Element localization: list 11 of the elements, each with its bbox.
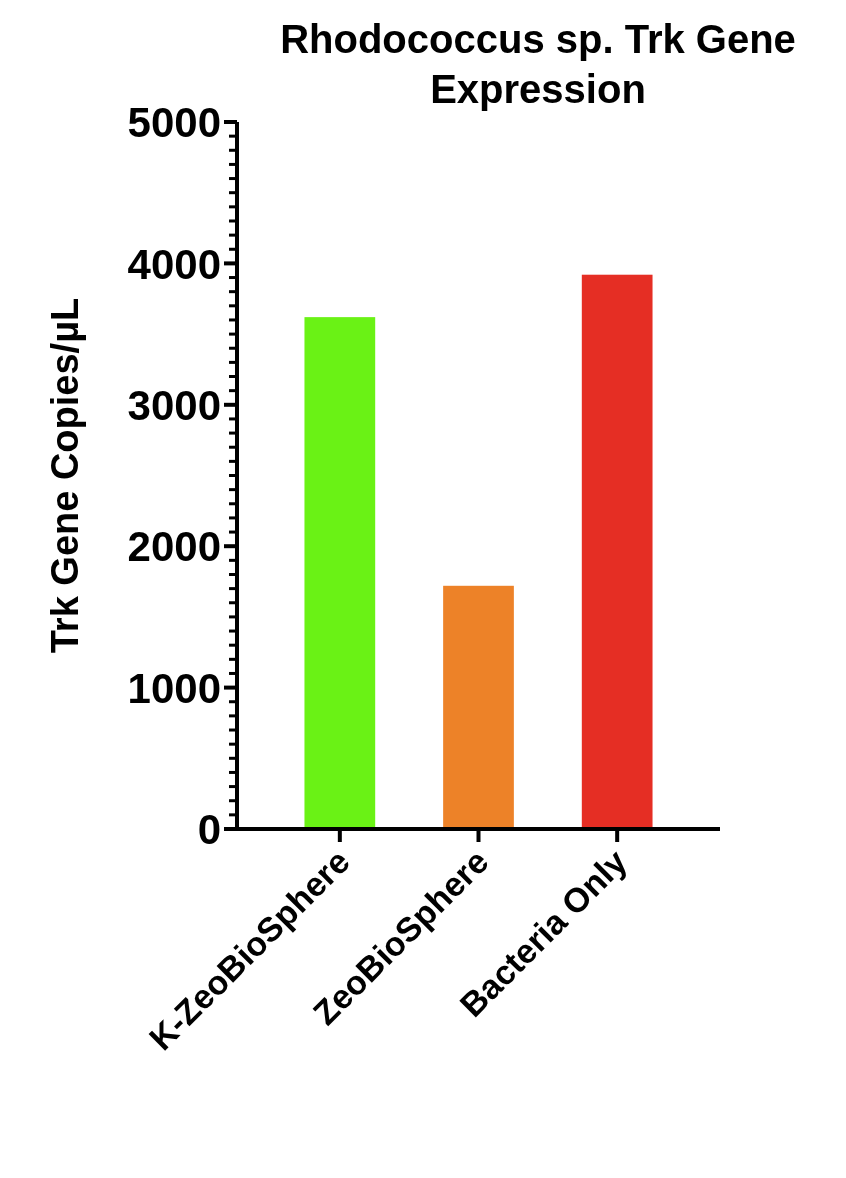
bar — [304, 317, 376, 829]
y-tick-label: 3000 — [127, 381, 221, 429]
y-axis-title: Trk Gene Copies/µL — [44, 297, 86, 654]
y-tick-label: 2000 — [127, 523, 221, 571]
y-tick-label: 0 — [197, 806, 221, 854]
y-tick-label: 5000 — [127, 99, 221, 147]
bar — [443, 585, 514, 829]
chart-title: Rhodococcus sp. Trk Gene Expression — [280, 17, 796, 111]
y-tick-label: 4000 — [127, 240, 221, 288]
bar — [581, 274, 653, 829]
y-tick-label: 1000 — [127, 664, 221, 712]
